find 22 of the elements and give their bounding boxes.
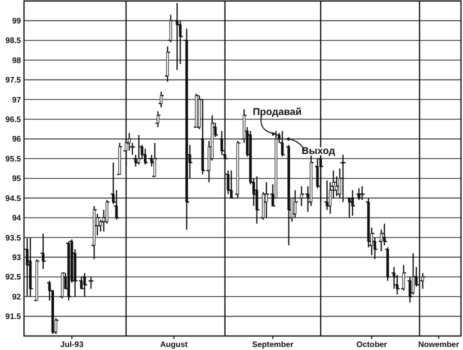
x-tick-label: October — [356, 340, 388, 349]
y-tick-label: 94 — [12, 214, 22, 223]
y-tick-label: 96 — [12, 134, 22, 144]
y-tick-label: 97 — [12, 95, 22, 104]
y-tick-label: 93 — [12, 252, 22, 262]
y-tick-label: 99 — [12, 16, 22, 26]
x-tick-label: Jul-93 — [60, 340, 84, 349]
x-tick-label: September — [252, 340, 294, 349]
annotation: Продавай — [252, 107, 302, 118]
y-tick-label: 91.5 — [5, 312, 22, 322]
y-tick-label: 94.5 — [5, 194, 22, 203]
y-tick-label: 97.5 — [5, 76, 22, 85]
x-tick-label: Nowember — [418, 340, 460, 349]
y-tick-label: 98 — [12, 56, 22, 65]
x-tick-label: August — [160, 340, 188, 349]
y-tick-label: 95 — [12, 174, 22, 184]
y-tick-label: 95.5 — [5, 154, 22, 164]
y-tick-label: 92 — [12, 292, 22, 302]
y-tick-label: 98.5 — [5, 36, 22, 46]
y-tick-label: 96.5 — [5, 115, 22, 124]
y-tick-label: 93.5 — [5, 233, 22, 242]
y-tick-label: 92.5 — [5, 272, 22, 282]
